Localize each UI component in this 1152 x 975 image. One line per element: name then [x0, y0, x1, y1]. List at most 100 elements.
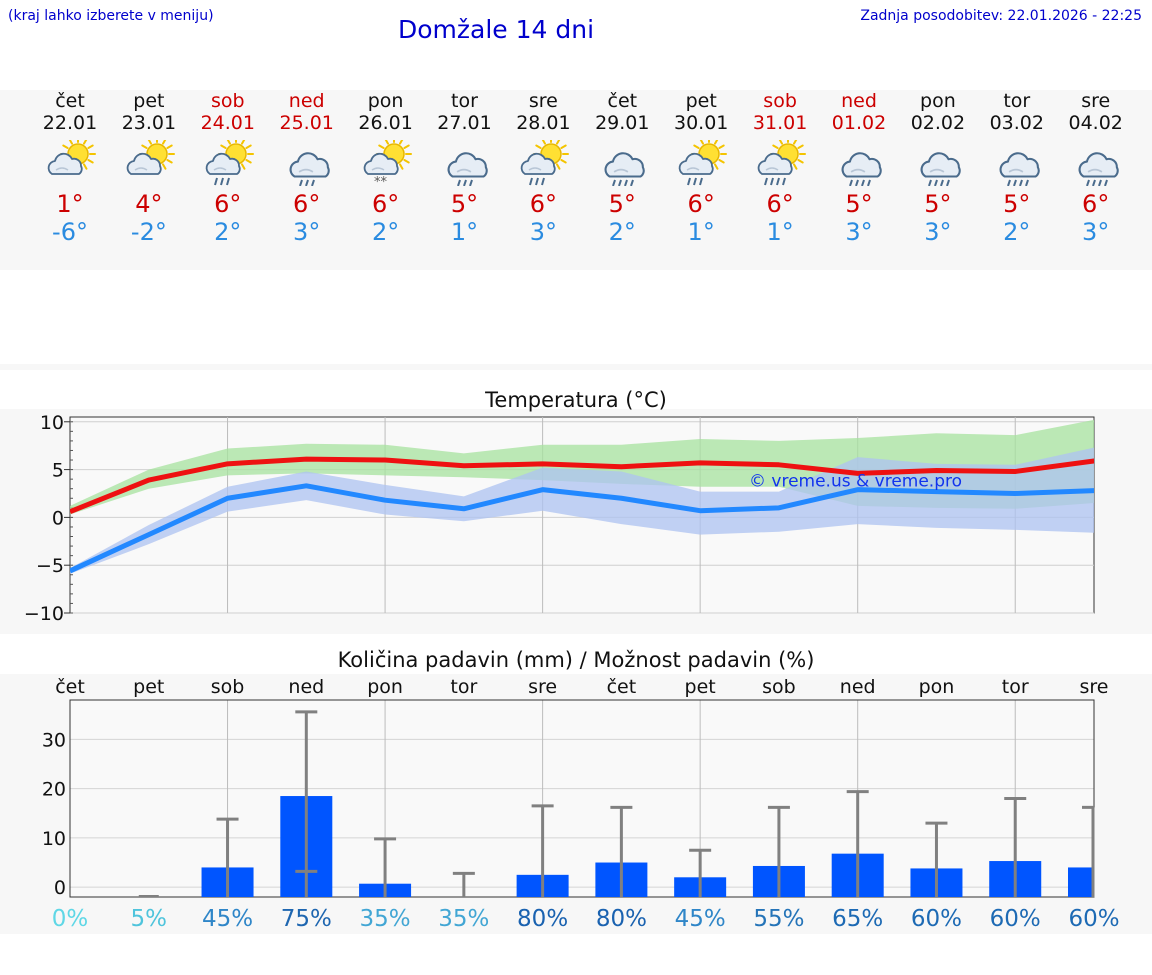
precip-chance: 5%: [131, 906, 168, 932]
y-tick-label: 30: [42, 729, 66, 751]
day-weekday: sre: [528, 90, 558, 112]
day-forecast: tor 03.02 5° 2°: [977, 90, 1057, 246]
sun-cloud-icon: [121, 136, 177, 186]
location-hint[interactable]: (kraj lahko izberete v meniju): [8, 8, 214, 24]
day-forecast: ned 25.01 6° 3°: [267, 90, 347, 246]
y-tick-label: 0: [54, 877, 66, 899]
day-max-temp: 6°: [529, 190, 558, 218]
day-label: ned: [288, 676, 324, 698]
cloud-heavy-rain-icon: [594, 140, 650, 187]
day-weekday: tor: [451, 90, 478, 112]
temperature-chart-title: Temperatura (°C): [485, 388, 667, 412]
y-tick-label: 0: [52, 507, 64, 529]
daily-forecast-strip: čet 22.01 1° -6° pet 23.01 4° -2° sob 24.01 6° 2° ne…: [0, 90, 1152, 270]
day-forecast: sob 24.01 6° 2°: [188, 90, 268, 246]
day-weekday: pet: [685, 90, 717, 112]
day-max-temp: 6°: [293, 190, 321, 218]
day-weekday: sob: [211, 90, 245, 112]
day-max-temp: 5°: [1003, 190, 1031, 218]
day-label: pon: [367, 676, 403, 698]
sun-cloud-icon: [42, 136, 98, 186]
day-date: 26.01: [358, 112, 413, 134]
day-forecast: ned 01.02 5° 3°: [819, 90, 899, 246]
precip-chance: 80%: [596, 906, 647, 932]
day-max-temp: 5°: [450, 190, 479, 218]
day-date: 28.01: [516, 112, 571, 134]
day-weekday: ned: [288, 90, 325, 112]
cloud-heavy-rain-icon: [1068, 140, 1124, 187]
day-forecast: čet 29.01 5° 2°: [582, 90, 662, 246]
cloud-rain-icon: [437, 140, 493, 187]
day-forecast: pon 02.02 5° 3°: [898, 90, 978, 246]
day-label: tor: [450, 676, 477, 698]
day-min-temp: 3°: [845, 218, 873, 246]
day-min-temp: 3°: [924, 218, 952, 246]
day-date: 25.01: [279, 112, 334, 134]
day-min-temp: 2°: [1003, 218, 1031, 246]
y-tick-label: 20: [42, 779, 66, 801]
precip-chance: 35%: [438, 906, 489, 932]
day-forecast: pet 23.01 4° -2°: [109, 90, 189, 246]
day-date: 27.01: [437, 112, 492, 134]
day-max-temp: 6°: [766, 190, 794, 218]
day-max-temp: 6°: [687, 190, 715, 218]
day-min-temp: 3°: [293, 218, 321, 246]
precip-chance: 55%: [753, 906, 804, 932]
day-min-temp: 3°: [1082, 218, 1110, 246]
day-min-temp: 2°: [608, 218, 636, 246]
day-label: sre: [1080, 676, 1109, 698]
plot-frame: [69, 699, 1095, 898]
day-weekday: sre: [1081, 90, 1111, 112]
precipitation-chart-title: Količina padavin (mm) / Možnost padavin …: [337, 648, 815, 672]
day-max-temp: 5°: [924, 190, 952, 218]
precipitation-chart: 0 10 20 30 čet 0% pet 5% sob 45% ned 75% pon 35% tor 35…: [42, 676, 1120, 932]
day-weekday: čet: [607, 90, 638, 112]
day-date: 24.01: [200, 112, 255, 134]
sun-cloud-heavy-rain-icon: [752, 136, 808, 186]
section-divider: [0, 364, 1152, 370]
day-weekday: tor: [1003, 90, 1031, 112]
precip-chance: 65%: [832, 906, 883, 932]
day-forecast: sre 04.02 6° 3°: [1056, 90, 1136, 246]
day-label: pon: [919, 676, 955, 698]
day-label: čet: [55, 676, 85, 698]
day-label: tor: [1002, 676, 1029, 698]
precip-chance: 60%: [990, 906, 1041, 932]
cloud-heavy-rain-icon: [910, 140, 966, 187]
day-max-temp: 5°: [608, 190, 636, 218]
day-max-temp: 1°: [56, 190, 84, 218]
precip-chance: 75%: [281, 906, 332, 932]
day-max-temp: 6°: [1082, 190, 1110, 218]
day-weekday: pet: [133, 90, 165, 112]
day-max-temp: 5°: [845, 190, 873, 218]
day-min-temp: -6°: [52, 218, 88, 246]
day-forecast: sob 31.01 6° 1°: [740, 90, 820, 246]
day-min-temp: -2°: [130, 218, 167, 246]
day-min-temp: 1°: [687, 218, 715, 246]
day-date: 04.02: [1068, 112, 1123, 134]
y-tick-label: 10: [42, 828, 66, 850]
day-label: sre: [528, 676, 557, 698]
day-min-temp: 2°: [214, 218, 242, 246]
day-max-temp: 6°: [214, 190, 242, 218]
svg-text:**: **: [374, 175, 388, 186]
day-label: sob: [211, 676, 245, 698]
day-label: pet: [133, 676, 164, 698]
copyright-annotation: © vreme.us & vreme.pro: [749, 471, 962, 491]
y-tick-label: −10: [24, 603, 64, 625]
min-temp-line: [70, 483, 1094, 574]
day-label: sob: [762, 676, 796, 698]
cloud-heavy-rain-icon: [989, 140, 1045, 187]
sun-cloud-rain-icon: [673, 136, 729, 186]
day-weekday: pon: [920, 90, 956, 112]
day-date: 23.01: [121, 112, 177, 134]
precip-chance: 60%: [911, 906, 962, 932]
day-forecast: tor 27.01 5° 1°: [425, 90, 505, 246]
cloud-heavy-rain-icon: [831, 140, 887, 187]
min-range-band: [70, 447, 1094, 574]
sun-cloud-snow-icon: **: [358, 136, 414, 190]
day-min-temp: 3°: [529, 218, 558, 246]
precip-bar: [1068, 867, 1094, 897]
day-date: 31.01: [752, 112, 808, 134]
temperature-chart: 10 5 0 −5 −10 © vreme.us & vreme.pro: [24, 412, 1095, 625]
